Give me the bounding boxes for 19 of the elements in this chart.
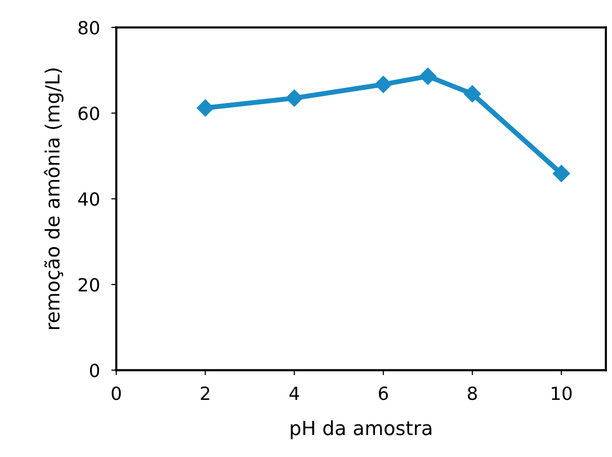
- x-axis-title: pH da amostra: [290, 420, 432, 440]
- y-axis-title: remoção de amônia (mg/L): [44, 68, 64, 330]
- point: [419, 68, 436, 85]
- point: [374, 76, 392, 93]
- x-tick-label: 4: [289, 386, 300, 400]
- point: [552, 164, 570, 182]
- point: [196, 99, 214, 117]
- y-tick-label: 20: [78, 278, 100, 292]
- point: [464, 85, 481, 102]
- y-tick-label: 0: [90, 364, 100, 378]
- x-tick-label: 0: [112, 386, 121, 400]
- x-tick-label: 2: [200, 386, 210, 400]
- x-tick-label: 8: [468, 386, 477, 400]
- x-tick-label: 6: [378, 386, 388, 400]
- point: [286, 90, 303, 107]
- y-tick-label: 40: [78, 192, 100, 206]
- x-tick-label: 10: [552, 386, 572, 400]
- y-tick-label: 80: [78, 20, 100, 35]
- y-tick-label: 60: [78, 106, 100, 120]
